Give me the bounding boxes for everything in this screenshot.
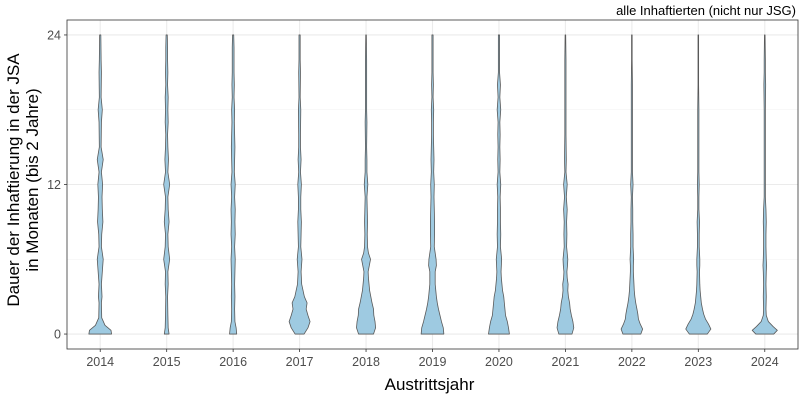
violin-2014 xyxy=(88,34,112,335)
x-tick-label: 2024 xyxy=(751,355,779,369)
x-tick-label: 2020 xyxy=(485,355,513,369)
x-tick-label: 2022 xyxy=(618,355,646,369)
violin-2017 xyxy=(288,34,311,335)
violin-2018 xyxy=(356,34,377,335)
x-tick-label: 2015 xyxy=(153,355,181,369)
x-axis: 2014 2015 2016 2017 2018 2019 2020 2021 2022 2023… xyxy=(86,349,779,369)
violin-2024 xyxy=(751,34,778,335)
x-tick-label: 2019 xyxy=(419,355,447,369)
chart-subtitle: alle Inhaftierten (nicht nur JSG) xyxy=(616,3,796,18)
x-tick-label: 2014 xyxy=(86,355,114,369)
x-tick-label: 2017 xyxy=(286,355,314,369)
violin-2020 xyxy=(488,34,510,335)
violin-2021 xyxy=(556,34,575,335)
y-tick-label: 0 xyxy=(54,328,61,342)
x-tick-label: 2016 xyxy=(219,355,247,369)
x-tick-label: 2023 xyxy=(684,355,712,369)
y-tick-label: 12 xyxy=(47,178,61,192)
y-axis-title-line1: Dauer der Inhaftierung in der JSA xyxy=(4,53,23,307)
y-axis-title-line2: in Monaten (bis 2 Jahre) xyxy=(23,88,42,271)
y-tick-label: 24 xyxy=(47,28,61,42)
x-tick-label: 2018 xyxy=(352,355,380,369)
violin-group xyxy=(88,34,778,335)
x-axis-title: Austrittsjahr xyxy=(385,375,475,394)
violin-2016 xyxy=(229,34,238,335)
y-axis: 0 12 24 xyxy=(47,28,67,342)
violin-2022 xyxy=(620,34,644,335)
violin-2023 xyxy=(685,34,712,335)
violin-2015 xyxy=(163,34,171,335)
violin-2019 xyxy=(420,34,445,335)
x-tick-label: 2021 xyxy=(552,355,580,369)
